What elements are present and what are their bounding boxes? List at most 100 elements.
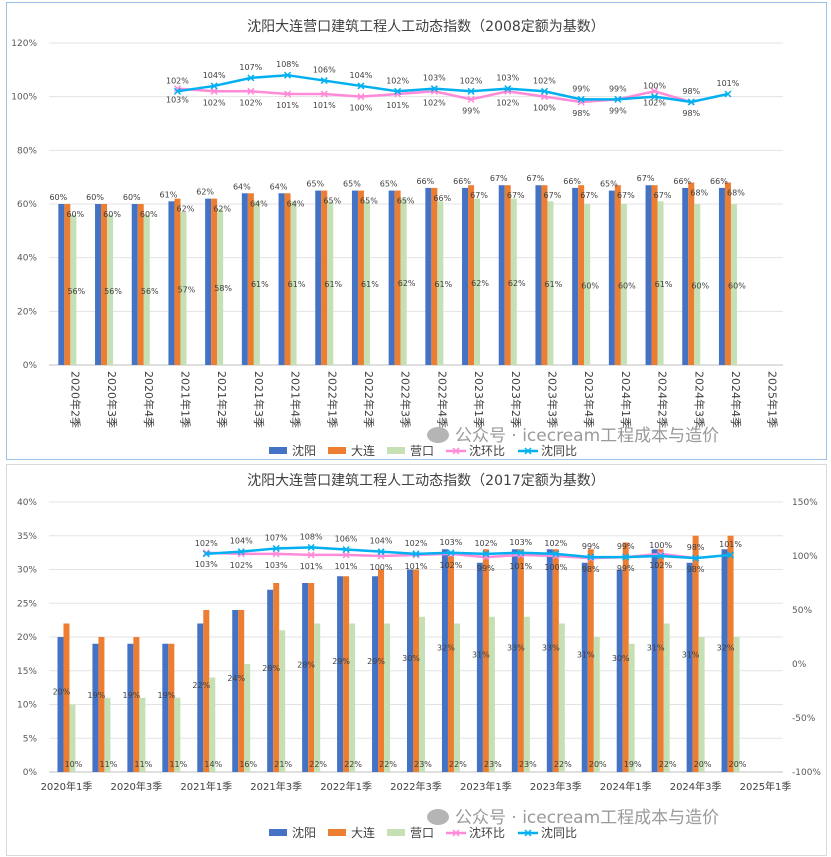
bar-沈阳: [302, 583, 309, 772]
bar-营口: [663, 623, 670, 772]
bar-营口: [384, 623, 391, 772]
data-label: 107%: [265, 533, 288, 542]
y-tick-label: 15%: [17, 667, 37, 677]
legend-label: 沈同比: [541, 825, 577, 840]
data-label: 102%: [386, 76, 409, 85]
bar-营口: [349, 623, 356, 772]
marker-沈同比: [447, 549, 455, 557]
bar-大连: [504, 185, 511, 365]
bar-大连: [64, 204, 71, 365]
bar-沈阳: [546, 549, 553, 772]
data-label: 64%: [233, 182, 251, 191]
data-label: 28%: [297, 661, 315, 670]
data-label: 67%: [490, 174, 508, 183]
data-label: 23%: [414, 760, 432, 769]
y2-tick-label: -50%: [792, 714, 816, 724]
data-label: 103%: [166, 96, 189, 105]
data-label: 67%: [580, 191, 598, 200]
bar-营口: [244, 664, 251, 772]
data-label: 19%: [122, 691, 140, 700]
bar-大连: [622, 542, 629, 772]
marker-沈同比: [724, 90, 732, 98]
marker-沈环比: [284, 90, 292, 98]
bar-沈阳: [315, 190, 322, 365]
marker-沈同比: [394, 87, 402, 95]
data-label: 22%: [379, 760, 397, 769]
bar-大连: [651, 185, 658, 365]
bar-大连: [614, 185, 621, 365]
data-label: 60%: [140, 210, 158, 219]
data-label: 60%: [581, 282, 599, 291]
bar-沈阳: [278, 193, 285, 365]
bar-大连: [63, 623, 70, 772]
data-label: 99%: [609, 106, 627, 115]
x-tick-label: 2022年4季: [435, 371, 449, 428]
data-label: 101%: [300, 562, 323, 571]
bar-大连: [688, 182, 695, 365]
bar-大连: [238, 610, 245, 772]
marker-沈同比: [540, 87, 548, 95]
x-tick-label: 2023年1季: [472, 371, 486, 428]
data-label: 99%: [462, 106, 480, 115]
legend-label: 沈环比: [469, 443, 505, 458]
x-tick-label: 2022年3季: [390, 780, 442, 793]
data-label: 99%: [609, 84, 627, 93]
bar-营口: [107, 214, 114, 365]
data-label: 102%: [649, 561, 672, 570]
legend-swatch-大连: [328, 447, 346, 454]
marker-沈环比: [540, 93, 548, 101]
bar-大连: [137, 204, 144, 365]
data-label: 64%: [287, 199, 305, 208]
data-label: 60%: [618, 282, 636, 291]
data-label: 11%: [169, 760, 187, 769]
data-label: 11%: [134, 760, 152, 769]
bar-大连: [657, 549, 664, 772]
data-label: 67%: [617, 191, 635, 200]
legend-marker: [524, 829, 532, 837]
marker-沈同比: [687, 98, 695, 106]
marker-沈同比: [517, 549, 525, 557]
data-label: 98%: [687, 565, 705, 574]
marker-沈同比: [412, 550, 420, 558]
watermark: 公众号 · icecream工程成本与造价: [427, 803, 719, 828]
data-label: 99%: [572, 84, 590, 93]
data-label: 102%: [230, 561, 253, 570]
data-label: 102%: [166, 76, 189, 85]
legend-swatch-营口: [387, 447, 405, 454]
marker-沈同比: [692, 554, 700, 562]
bar-沈阳: [241, 193, 248, 365]
x-tick-label: 2020年4季: [142, 371, 156, 428]
bar-沈阳: [197, 623, 204, 772]
data-label: 99%: [582, 542, 600, 551]
data-label: 57%: [178, 286, 196, 295]
x-tick-label: 2024年1季: [619, 371, 633, 428]
marker-沈同比: [482, 550, 490, 558]
data-label: 62%: [508, 279, 526, 288]
data-label: 102%: [195, 539, 218, 548]
bar-营口: [584, 204, 591, 365]
data-label: 104%: [203, 71, 226, 80]
bar-沈阳: [337, 576, 344, 772]
bar-大连: [482, 549, 489, 772]
y-tick-label: 5%: [23, 734, 38, 744]
legend-label: 营口: [410, 444, 434, 458]
marker-沈同比: [552, 550, 560, 558]
data-label: 14%: [204, 760, 222, 769]
x-tick-label: 2022年1季: [325, 371, 339, 428]
data-label: 11%: [100, 760, 118, 769]
bar-营口: [70, 214, 77, 365]
marker-沈环比: [357, 93, 365, 101]
x-tick-label: 2022年1季: [320, 780, 372, 793]
data-label: 66%: [453, 177, 471, 186]
x-tick-label: 2020年1季: [41, 780, 93, 793]
bar-营口: [620, 204, 627, 365]
data-label: 108%: [300, 532, 323, 541]
data-label: 101%: [386, 101, 409, 110]
y2-tick-label: -100%: [792, 768, 821, 778]
data-label: 102%: [423, 98, 446, 107]
bar-沈阳: [127, 643, 134, 772]
data-label: 33%: [507, 644, 525, 653]
data-label: 10%: [65, 760, 83, 769]
legend-label: 大连: [351, 443, 375, 458]
bar-营口: [400, 198, 407, 365]
